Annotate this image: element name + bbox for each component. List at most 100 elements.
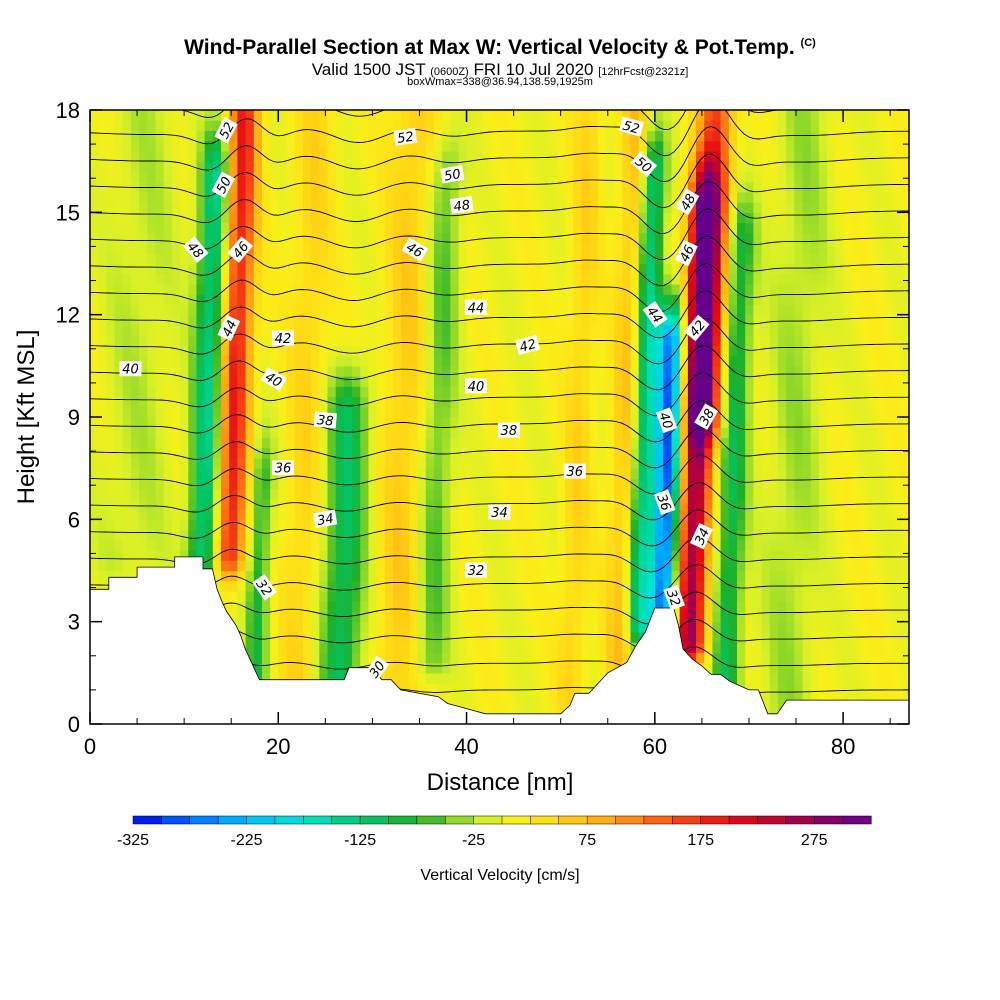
w-cell <box>605 488 615 500</box>
w-cell <box>311 498 320 510</box>
w-cell <box>122 263 132 275</box>
w-cell <box>90 468 99 479</box>
w-cell <box>655 171 664 183</box>
w-cell <box>466 314 476 326</box>
w-cell <box>286 314 296 326</box>
w-cell <box>720 652 730 664</box>
w-cell <box>556 324 566 336</box>
w-cell <box>540 171 550 183</box>
w-cell <box>278 120 288 132</box>
w-cell <box>540 243 550 254</box>
w-cell <box>458 253 468 265</box>
w-cell <box>237 294 247 306</box>
w-cell <box>704 294 714 306</box>
w-cell <box>302 304 312 316</box>
w-cell <box>204 447 214 459</box>
w-cell <box>204 273 214 285</box>
w-cell <box>597 222 607 234</box>
w-cell <box>491 550 501 561</box>
w-cell <box>548 652 558 664</box>
w-cell <box>532 447 542 459</box>
w-cell <box>671 427 681 439</box>
w-cell <box>556 304 566 316</box>
w-cell <box>327 621 337 633</box>
w-cell <box>687 447 697 459</box>
w-cell <box>646 335 656 346</box>
w-cell <box>376 150 386 162</box>
w-cell <box>417 570 427 582</box>
w-cell <box>270 519 279 531</box>
w-cell <box>630 601 640 613</box>
w-cell <box>720 355 730 367</box>
w-cell <box>704 457 714 469</box>
w-cell <box>474 539 484 551</box>
w-cell <box>745 447 754 459</box>
w-cell <box>425 683 435 694</box>
w-cell <box>532 181 542 193</box>
w-cell <box>745 580 754 592</box>
w-cell <box>221 273 230 285</box>
w-cell <box>655 253 664 265</box>
w-cell <box>139 202 148 213</box>
w-cell <box>286 672 296 684</box>
w-cell <box>384 601 394 613</box>
w-cell <box>704 140 714 152</box>
w-cell <box>139 253 148 265</box>
w-cell <box>663 294 673 306</box>
w-cell <box>417 683 427 694</box>
w-cell <box>712 222 722 234</box>
w-cell <box>442 294 451 306</box>
w-cell <box>597 621 607 633</box>
w-cell <box>597 386 607 398</box>
w-cell <box>720 294 730 306</box>
w-cell <box>409 181 419 193</box>
w-cell <box>540 590 550 602</box>
w-cell <box>286 396 296 408</box>
w-cell <box>605 243 615 254</box>
w-cell <box>728 488 738 500</box>
w-cell <box>130 437 140 449</box>
w-cell <box>622 580 632 592</box>
w-cell <box>696 386 705 398</box>
w-cell <box>556 642 566 653</box>
w-cell <box>679 130 689 142</box>
w-cell <box>188 376 198 387</box>
w-cell <box>532 130 542 142</box>
w-cell <box>114 120 124 132</box>
w-cell <box>286 550 296 561</box>
w-cell <box>139 212 148 224</box>
w-cell <box>212 427 222 439</box>
w-cell <box>671 243 681 254</box>
w-cell <box>540 580 550 592</box>
w-cell <box>229 539 239 551</box>
w-cell <box>171 478 181 490</box>
w-cell <box>540 202 550 213</box>
w-cell <box>360 212 370 224</box>
w-cell <box>466 488 476 500</box>
w-cell <box>352 294 361 306</box>
w-cell <box>540 120 550 132</box>
w-cell <box>589 222 599 234</box>
w-cell <box>622 539 632 551</box>
w-cell <box>261 529 271 541</box>
w-cell <box>499 683 509 694</box>
w-cell <box>401 509 411 520</box>
w-cell <box>761 427 771 439</box>
w-cell <box>728 672 738 684</box>
w-cell <box>499 417 509 428</box>
w-cell <box>163 457 173 469</box>
w-cell <box>130 386 140 398</box>
w-cell <box>229 468 239 479</box>
w-cell <box>638 437 648 449</box>
w-cell <box>548 570 558 582</box>
w-cell <box>221 304 230 316</box>
w-cell <box>532 212 542 224</box>
w-cell <box>442 232 451 244</box>
w-cell <box>384 232 394 244</box>
w-cell <box>106 294 116 306</box>
w-cell <box>368 519 378 531</box>
w-cell <box>204 304 214 316</box>
w-cell <box>319 222 329 234</box>
w-cell <box>474 314 484 326</box>
w-cell <box>147 457 157 469</box>
